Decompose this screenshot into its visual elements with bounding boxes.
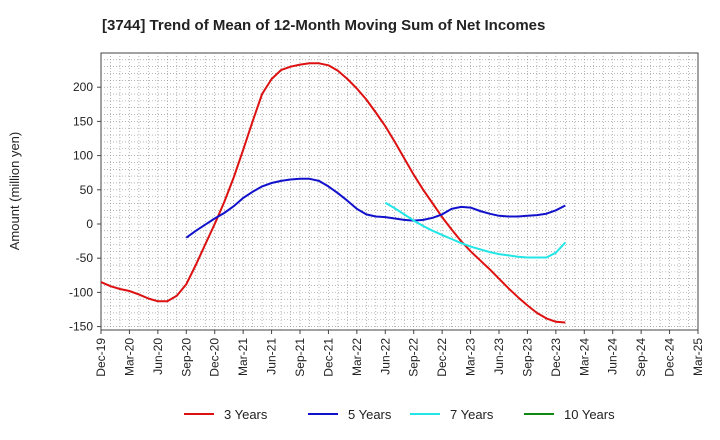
x-tick-label: Sep-23 xyxy=(520,338,534,377)
y-tick-label: 100 xyxy=(73,149,93,163)
x-tick-label: Mar-20 xyxy=(122,338,136,376)
x-tick-label: Mar-23 xyxy=(464,338,478,376)
y-tick-label: 150 xyxy=(73,114,93,128)
x-tick-label: Sep-21 xyxy=(293,338,307,377)
x-tick-label: Dec-20 xyxy=(208,338,222,377)
y-axis-ticks: -150 -100 -50 0 50 100 150 200 xyxy=(69,80,101,334)
legend: 3 Years 5 Years 7 Years 10 Years xyxy=(184,407,615,422)
x-tick-label: Mar-21 xyxy=(236,338,250,376)
x-tick-label: Dec-23 xyxy=(549,338,563,377)
x-tick-label: Dec-24 xyxy=(663,338,677,377)
y-tick-label: -100 xyxy=(69,285,93,299)
y-tick-label: 200 xyxy=(73,80,93,94)
x-tick-label: Jun-24 xyxy=(606,338,620,375)
plot-frame xyxy=(100,52,699,331)
x-tick-label: Jun-22 xyxy=(378,338,392,375)
x-tick-label: Jun-23 xyxy=(492,338,506,375)
y-tick-label: 50 xyxy=(80,183,94,197)
plot-area xyxy=(100,52,699,331)
legend-label: 3 Years xyxy=(224,407,268,422)
series-lines xyxy=(100,62,567,324)
y-tick-label: -50 xyxy=(76,251,94,265)
series-line-3 xyxy=(384,201,567,259)
y-axis-label: Amount (million yen) xyxy=(7,132,22,251)
y-tick-label: -150 xyxy=(69,320,93,334)
x-tick-label: Dec-19 xyxy=(94,338,108,377)
chart-title: [3744] Trend of Mean of 12-Month Moving … xyxy=(102,17,545,34)
x-tick-label: Jun-20 xyxy=(151,338,165,375)
x-tick-label: Dec-22 xyxy=(435,338,449,377)
x-tick-label: Mar-22 xyxy=(350,338,364,376)
x-tick-label: Sep-20 xyxy=(179,338,193,377)
x-tick-label: Sep-22 xyxy=(407,338,421,377)
legend-label: 10 Years xyxy=(564,407,615,422)
x-tick-label: Mar-24 xyxy=(577,338,591,376)
x-tick-label: Sep-24 xyxy=(634,338,648,377)
legend-label: 7 Years xyxy=(450,407,494,422)
x-axis-ticks: Dec-19 Mar-20 Jun-20 Sep-20 Dec-20 Mar-21 Jun-… xyxy=(94,330,705,377)
series-line-2 xyxy=(185,177,566,239)
series-line-1 xyxy=(100,62,566,324)
x-tick-label: Dec-21 xyxy=(321,338,335,377)
y-tick-label: 0 xyxy=(86,217,93,231)
x-tick-label: Mar-25 xyxy=(691,338,705,376)
legend-label: 5 Years xyxy=(348,407,392,422)
x-tick-label: Jun-21 xyxy=(265,338,279,375)
